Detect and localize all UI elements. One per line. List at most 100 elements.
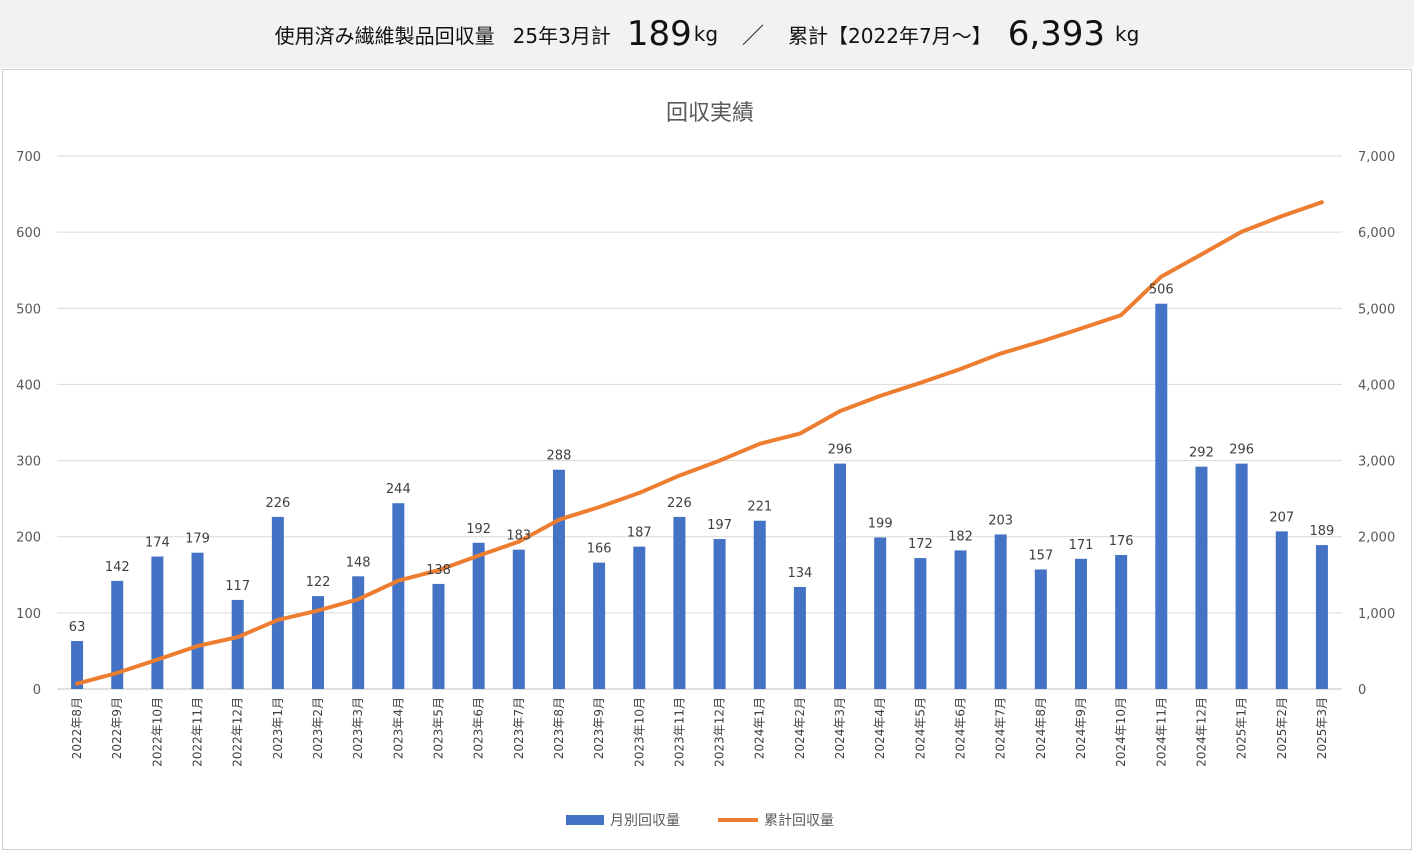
bar-value-label: 199 (868, 516, 893, 531)
bar-value-label: 296 (828, 443, 853, 458)
bar (151, 556, 164, 689)
header-cumulative-value: 6,393 (1007, 14, 1106, 54)
x-tick-label: 2022年12月 (231, 697, 245, 767)
bar (753, 520, 766, 689)
y-right-tick-label: 1,000 (1358, 607, 1395, 622)
line-series (75, 200, 1324, 686)
x-tick-label: 2024年11月 (1154, 697, 1168, 767)
bar (1115, 554, 1128, 689)
x-tick-label: 2024年2月 (793, 697, 807, 759)
chart-title: 回収実績 (666, 101, 754, 126)
bar (1034, 569, 1047, 689)
bar-value-label: 63 (69, 620, 86, 635)
x-tick-label: 2024年3月 (833, 697, 847, 759)
bar (512, 549, 525, 689)
bar-value-label: 122 (306, 575, 331, 590)
bar (1315, 545, 1328, 689)
bar-value-label: 183 (506, 529, 531, 544)
bar-value-label: 203 (988, 513, 1013, 528)
bar-value-label: 197 (707, 518, 732, 533)
bar-value-label: 157 (1028, 548, 1053, 563)
bar (1155, 303, 1168, 689)
bar (1195, 466, 1208, 689)
bar (231, 599, 244, 689)
bar (312, 596, 325, 689)
x-tick-label: 2023年8月 (552, 697, 566, 759)
x-tick-label: 2024年10月 (1114, 697, 1128, 767)
x-tick-label: 2023年6月 (472, 697, 486, 759)
bar (593, 562, 606, 689)
bar (271, 516, 284, 689)
bar (994, 534, 1007, 689)
bar (392, 503, 405, 689)
bar-value-label: 179 (185, 532, 210, 547)
header-separator: ／ (742, 24, 765, 49)
x-tick-label: 2023年10月 (632, 697, 646, 767)
bar (71, 641, 84, 689)
x-tick-label: 2024年4月 (873, 697, 887, 759)
x-tick-label: 2023年12月 (713, 697, 727, 767)
legend: 月別回収量 累計回収量 (566, 813, 834, 829)
bar-value-label: 226 (265, 496, 290, 511)
cumulative-line (75, 200, 1324, 686)
x-tick-label: 2023年5月 (431, 697, 445, 759)
header-month-unit: kg (693, 22, 719, 46)
bar (552, 469, 565, 689)
y-right-tick-label: 7,000 (1358, 150, 1395, 165)
x-tick-label: 2023年7月 (512, 697, 526, 759)
x-tick-label: 2022年10月 (150, 697, 164, 767)
bar-value-label: 117 (225, 579, 250, 594)
bar-value-label: 187 (627, 526, 652, 541)
header-period: 25年3月計 (512, 23, 611, 48)
x-tick-label: 2024年9月 (1074, 697, 1088, 759)
bar-value-label: 138 (426, 563, 451, 578)
bar-value-label: 506 (1149, 283, 1174, 298)
bar (713, 538, 726, 689)
bar-value-label: 142 (105, 560, 130, 575)
bar (793, 586, 806, 689)
chart-panel (2, 69, 1412, 850)
bar-value-label: 244 (386, 482, 411, 497)
x-tick-label: 2025年1月 (1235, 697, 1249, 759)
legend-bar-label: 月別回収量 (610, 813, 680, 829)
bar-value-label: 221 (747, 500, 772, 515)
bar (673, 516, 686, 689)
y-right-tick-label: 4,000 (1358, 378, 1395, 393)
y-right-tick-label: 3,000 (1358, 455, 1395, 470)
bar-value-label: 171 (1069, 538, 1094, 553)
bar-value-label: 296 (1229, 443, 1254, 458)
bar (914, 558, 927, 689)
x-tick-label: 2022年9月 (110, 697, 124, 759)
x-tick-label: 2023年11月 (672, 697, 686, 767)
x-tick-label: 2025年2月 (1275, 697, 1289, 759)
bar-series (71, 303, 1328, 689)
bar-value-label: 134 (787, 566, 812, 581)
bar-value-label: 189 (1310, 524, 1335, 539)
y-left-tick-label: 200 (16, 531, 41, 546)
x-tick-label: 2024年7月 (994, 697, 1008, 759)
bar (472, 542, 485, 689)
bar-value-label: 174 (145, 536, 170, 551)
x-tick-label: 2023年1月 (271, 697, 285, 759)
legend-bar-swatch (566, 815, 604, 825)
y-left-tick-label: 0 (33, 683, 41, 698)
bar (111, 580, 124, 689)
bar-value-label: 192 (466, 522, 491, 537)
x-tick-label: 2025年3月 (1315, 697, 1329, 759)
bar (1074, 558, 1087, 689)
y-left-tick-label: 100 (16, 607, 41, 622)
y-right-tick-label: 6,000 (1358, 226, 1395, 241)
header-month-value: 189 (626, 14, 692, 54)
x-tick-label: 2024年5月 (913, 697, 927, 759)
bar-value-label: 226 (667, 496, 692, 511)
header-cumulative-unit: kg (1115, 22, 1140, 46)
header-cumulative-label: 累計【2022年7月～】 (788, 23, 992, 48)
bar-value-label: 172 (908, 537, 933, 552)
y-right-tick-label: 2,000 (1358, 531, 1395, 546)
y-left-tick-label: 400 (16, 378, 41, 393)
y-left-tick-label: 600 (16, 226, 41, 241)
bar-value-label: 207 (1269, 510, 1294, 525)
y-left-tick-label: 700 (16, 150, 41, 165)
y-left-tick-label: 300 (16, 455, 41, 470)
